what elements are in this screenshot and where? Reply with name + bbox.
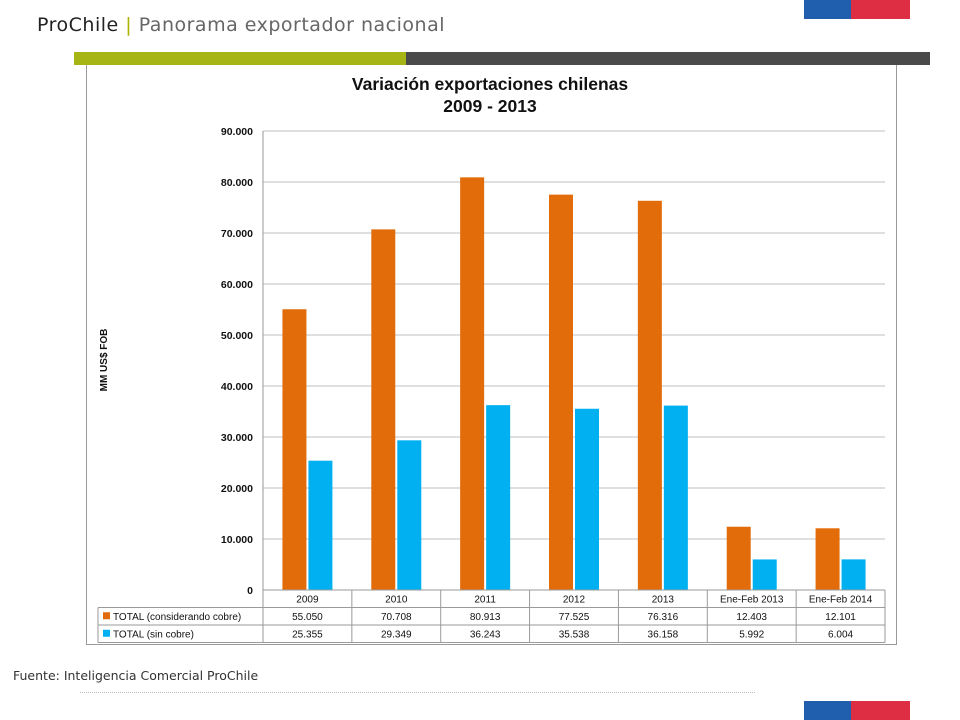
header-dark-bar [406, 52, 930, 65]
flag-blue-block [804, 701, 851, 720]
y-tick-label: 30.000 [221, 432, 253, 444]
data-table-value: 55.050 [292, 612, 323, 623]
y-tick-label: 60.000 [221, 279, 253, 291]
bar-total-sin-cobre [308, 460, 333, 590]
page-subtitle: Panorama exportador nacional [138, 14, 445, 36]
data-table-value: 70.708 [381, 612, 412, 623]
y-tick-label: 20.000 [221, 483, 253, 495]
flag-stripe-bottom [804, 701, 910, 720]
flag-red-block [851, 0, 910, 19]
data-table-value: 12.101 [825, 612, 856, 623]
data-table-value: 76.316 [648, 612, 679, 623]
data-table-value: 36.158 [648, 629, 679, 640]
bar-total-con-cobre [549, 194, 573, 590]
legend-series-name: TOTAL (sin cobre) [113, 629, 194, 640]
title-separator: | [125, 14, 133, 36]
y-axis-label: MM US$ FOB [99, 329, 110, 392]
x-category-label: 2012 [563, 595, 586, 606]
page-header-title: ProChile | Panorama exportador nacional [37, 14, 445, 36]
data-table-value: 35.538 [559, 629, 590, 640]
data-table-value: 36.243 [470, 629, 501, 640]
bar-total-con-cobre [726, 526, 751, 590]
data-table-value: 5.992 [739, 629, 764, 640]
y-tick-label: 80.000 [221, 177, 253, 189]
bar-total-con-cobre [637, 200, 662, 591]
footer-divider [80, 692, 755, 693]
x-category-label: Ene-Feb 2013 [720, 595, 784, 606]
bar-total-con-cobre [282, 309, 307, 590]
data-table-value: 80.913 [470, 612, 501, 623]
bar-total-sin-cobre [663, 405, 688, 590]
x-category-label: 2009 [296, 595, 319, 606]
data-table-value: 29.349 [381, 629, 412, 640]
bar-total-sin-cobre [397, 440, 422, 590]
data-table-value: 77.525 [559, 612, 590, 623]
y-tick-label: 50.000 [221, 330, 253, 342]
brand-name: ProChile [37, 14, 119, 36]
data-table-value: 12.403 [736, 612, 767, 623]
legend-swatch [103, 612, 110, 620]
bar-total-sin-cobre [841, 559, 866, 590]
x-category-label: 2010 [385, 595, 408, 606]
x-category-label: 2011 [474, 595, 496, 606]
y-tick-label: 40.000 [221, 381, 253, 393]
x-category-label: 2013 [652, 595, 675, 606]
y-tick-label: 70.000 [221, 228, 253, 240]
y-tick-label: 10.000 [221, 534, 253, 546]
y-tick-label: 0 [247, 585, 253, 597]
bar-total-con-cobre [815, 528, 840, 590]
bar-total-sin-cobre [752, 559, 777, 590]
bar-total-sin-cobre [575, 408, 599, 590]
data-table-value: 25.355 [292, 629, 323, 640]
flag-stripe-top [804, 0, 910, 19]
y-tick-label: 90.000 [221, 126, 253, 138]
flag-red-block [851, 701, 910, 720]
legend-series-name: TOTAL (considerando cobre) [113, 612, 241, 623]
source-footnote: Fuente: Inteligencia Comercial ProChile [13, 668, 259, 683]
bar-total-sin-cobre [486, 405, 511, 590]
data-table-value: 6.004 [828, 629, 853, 640]
chart-subtitle: 2009 - 2013 [443, 96, 537, 116]
bar-total-con-cobre [460, 177, 485, 591]
chart-title: Variación exportaciones chilenas [352, 74, 628, 94]
x-category-label: Ene-Feb 2014 [809, 595, 873, 606]
header-accent-bar [74, 52, 406, 65]
legend-swatch [103, 629, 110, 637]
bar-total-con-cobre [371, 229, 396, 590]
flag-blue-block [804, 0, 851, 19]
